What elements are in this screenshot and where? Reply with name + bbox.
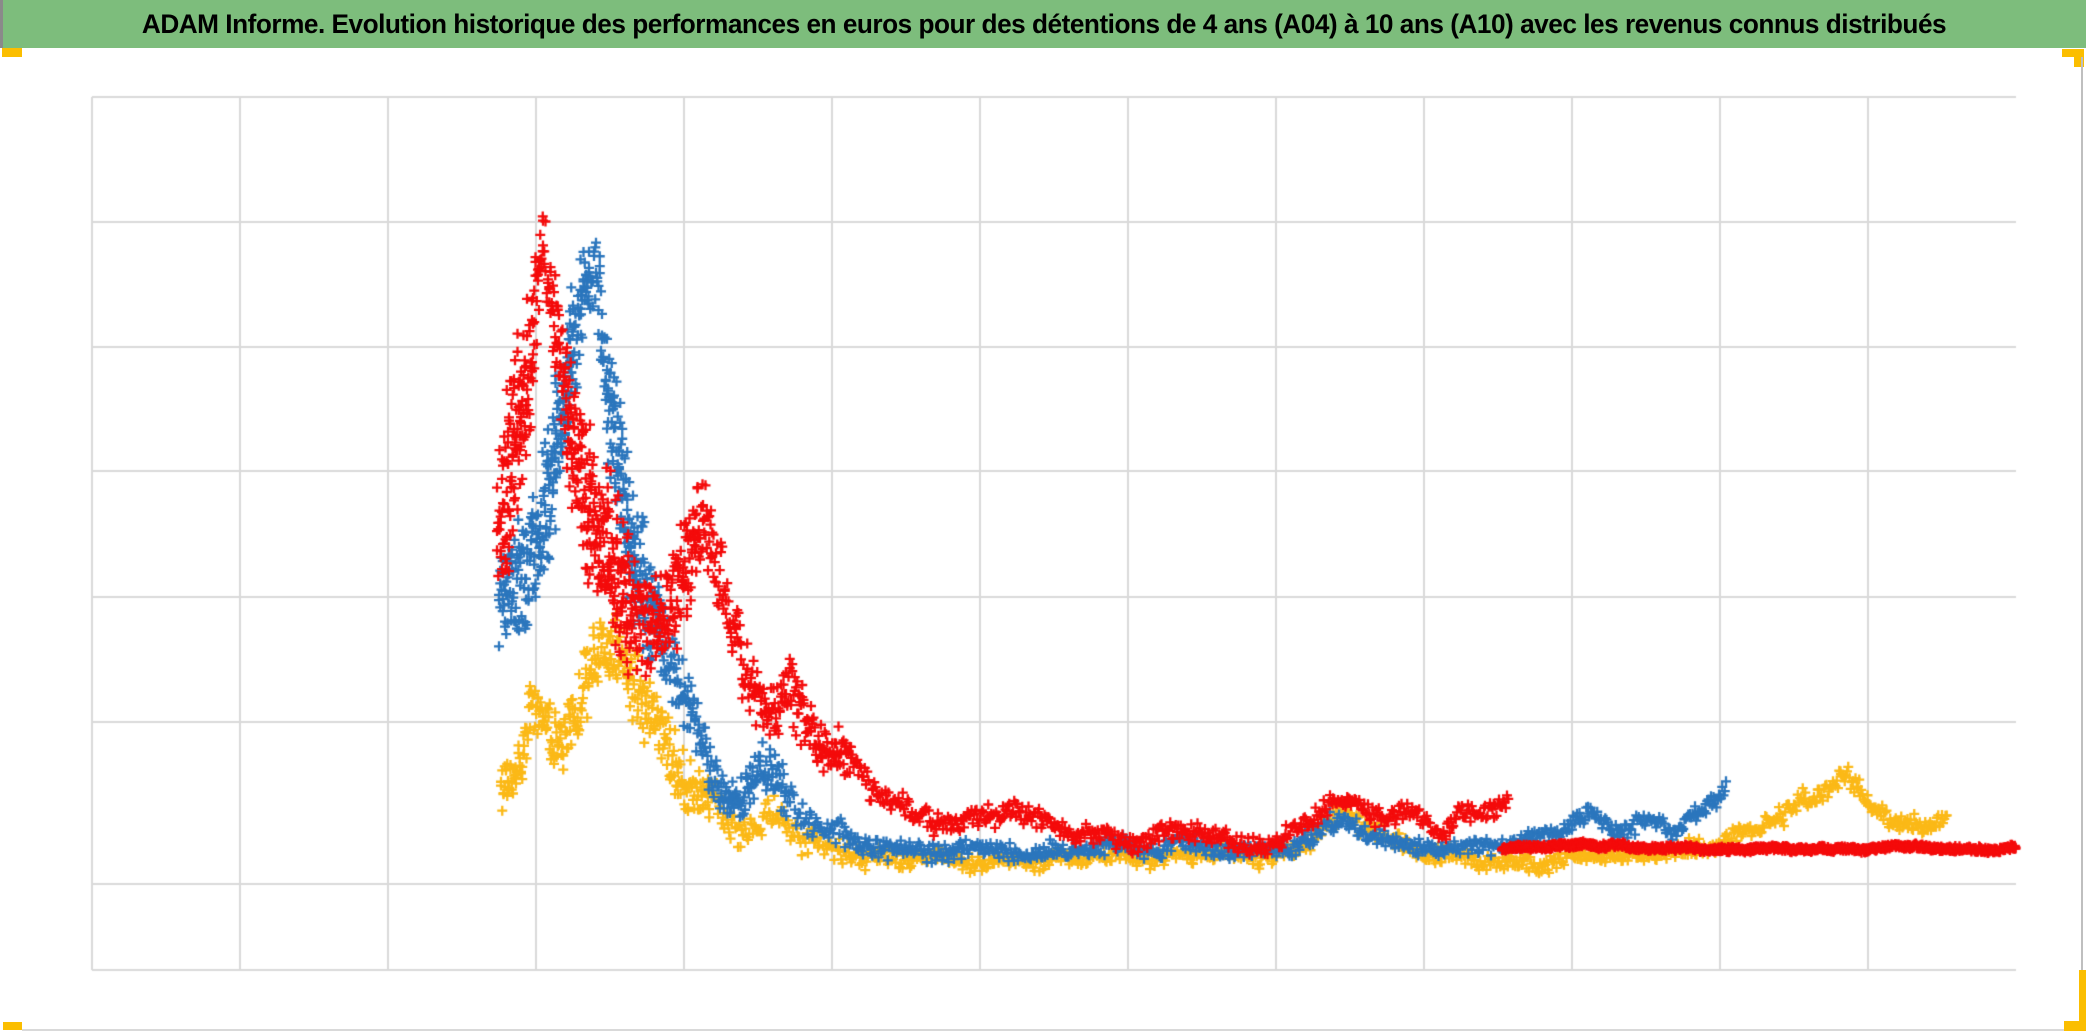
report-header-bar: ADAM Informe. Evolution historique des p… [0,0,2086,48]
performance-chart-canvas [0,48,2086,1031]
report-title: ADAM Informe. Evolution historique des p… [142,8,1947,39]
performance-chart [0,48,2086,1031]
